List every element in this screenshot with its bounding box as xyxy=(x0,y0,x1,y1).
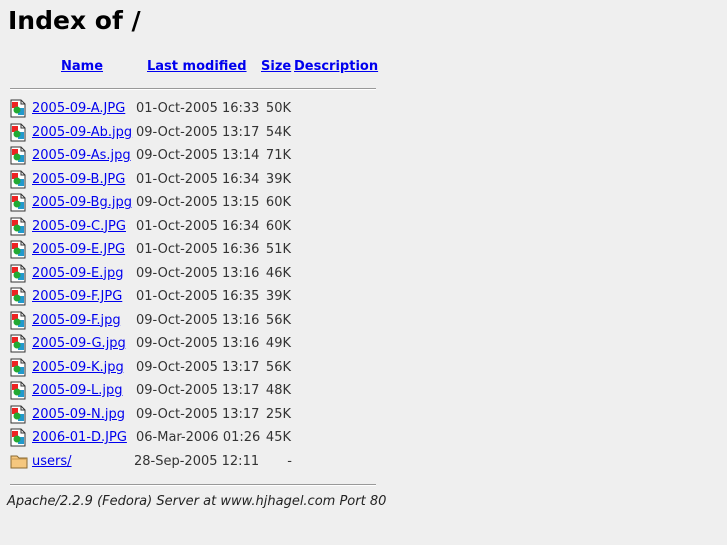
image-icon xyxy=(10,264,27,283)
image-icon xyxy=(10,217,27,236)
file-link[interactable]: 2005-09-F.JPG xyxy=(32,289,123,304)
file-link[interactable]: 2005-09-C.JPG xyxy=(32,218,126,234)
file-link[interactable]: users/ xyxy=(32,453,72,469)
file-link[interactable]: 2005-09-E.JPG xyxy=(32,242,126,257)
file-link[interactable]: 2005-09-F.jpg xyxy=(32,312,121,328)
file-link[interactable]: 2006-01-D.JPG xyxy=(32,430,127,445)
image-icon xyxy=(10,123,27,142)
file-size: 50K xyxy=(265,101,291,116)
last-modified: 09-Oct-2005 13:16 xyxy=(136,312,260,328)
last-modified: 01-Oct-2005 16:33 xyxy=(136,101,260,116)
file-link[interactable]: 2005-09-E.jpg xyxy=(32,265,124,281)
last-modified: 09-Oct-2005 13:15 xyxy=(136,195,260,210)
file-size: 60K xyxy=(265,195,291,210)
last-modified: 09-Oct-2005 13:17 xyxy=(136,124,260,140)
last-modified: 09-Oct-2005 13:16 xyxy=(136,265,260,281)
file-size: 48K xyxy=(265,383,291,398)
file-link[interactable]: 2005-09-K.jpg xyxy=(32,359,124,375)
sort-by-size-link[interactable]: Size xyxy=(261,59,292,74)
file-size: 49K xyxy=(265,336,291,351)
table-row: 2005-09-F.JPG 01-Oct-2005 16:35 39K xyxy=(0,287,380,309)
table-row: 2005-09-N.jpg 09-Oct-2005 13:17 25K xyxy=(0,405,380,427)
last-modified: 01-Oct-2005 16:35 xyxy=(136,289,260,304)
last-modified: 09-Oct-2005 13:17 xyxy=(136,406,260,422)
server-signature: Apache/2.2.9 (Fedora) Server at www.hjha… xyxy=(7,494,387,509)
folder-icon xyxy=(10,452,28,471)
sort-by-last-modified-link[interactable]: Last modified xyxy=(147,59,247,74)
table-row: 2005-09-G.jpg 09-Oct-2005 13:16 49K xyxy=(0,334,380,356)
file-link[interactable]: 2005-09-G.jpg xyxy=(32,336,126,351)
file-link[interactable]: 2005-09-B.JPG xyxy=(32,171,126,187)
file-link[interactable]: 2005-09-Bg.jpg xyxy=(32,195,132,210)
table-row: 2005-09-Bg.jpg 09-Oct-2005 13:15 60K xyxy=(0,193,380,215)
sort-by-name-link[interactable]: Name xyxy=(61,59,104,74)
last-modified: 09-Oct-2005 13:17 xyxy=(136,383,260,398)
last-modified: 09-Oct-2005 13:14 xyxy=(136,148,260,163)
file-size: 60K xyxy=(265,218,291,234)
file-size: 25K xyxy=(265,406,291,422)
file-size: 45K xyxy=(265,430,291,445)
file-link[interactable]: 2005-09-A.JPG xyxy=(32,101,126,116)
table-row: 2005-09-B.JPG 01-Oct-2005 16:34 39K xyxy=(0,170,380,192)
table-row: users/28-Sep-2005 12:11 - xyxy=(0,454,380,474)
image-icon xyxy=(10,428,27,447)
image-icon xyxy=(10,99,27,118)
file-size: 39K xyxy=(265,289,291,304)
image-icon xyxy=(10,311,27,330)
image-icon xyxy=(10,170,27,189)
table-row: 2005-09-L.jpg 09-Oct-2005 13:17 48K xyxy=(0,381,380,403)
image-icon xyxy=(10,287,27,306)
file-size: 54K xyxy=(265,124,291,140)
image-icon xyxy=(10,193,27,212)
file-size: - xyxy=(287,453,292,469)
file-link[interactable]: 2005-09-As.jpg xyxy=(32,148,131,163)
table-row: 2005-09-A.JPG 01-Oct-2005 16:33 50K xyxy=(0,99,380,121)
table-row: 2005-09-As.jpg 09-Oct-2005 13:14 71K xyxy=(0,146,380,168)
last-modified: 01-Oct-2005 16:34 xyxy=(136,171,260,187)
page-title: Index of / xyxy=(8,6,141,35)
file-link[interactable]: 2005-09-N.jpg xyxy=(32,406,125,422)
table-row: 2005-09-C.JPG 01-Oct-2005 16:34 60K xyxy=(0,217,380,239)
file-size: 39K xyxy=(265,171,291,187)
last-modified: 01-Oct-2005 16:34 xyxy=(136,218,260,234)
image-icon xyxy=(10,146,27,165)
image-icon xyxy=(10,334,27,353)
file-link[interactable]: 2005-09-L.jpg xyxy=(32,383,123,398)
last-modified: 09-Oct-2005 13:16 xyxy=(136,336,260,351)
divider xyxy=(10,88,376,90)
file-link[interactable]: 2005-09-Ab.jpg xyxy=(32,124,133,140)
file-size: 56K xyxy=(265,359,291,375)
table-row: 2005-09-K.jpg 09-Oct-2005 13:17 56K xyxy=(0,358,380,380)
image-icon xyxy=(10,240,27,259)
file-size: 51K xyxy=(265,242,291,257)
file-size: 56K xyxy=(265,312,291,328)
last-modified: 28-Sep-2005 12:11 xyxy=(134,453,260,469)
divider xyxy=(10,484,376,486)
table-row: 2005-09-F.jpg 09-Oct-2005 13:16 56K xyxy=(0,311,380,333)
file-size: 71K xyxy=(265,148,291,163)
image-icon xyxy=(10,405,27,424)
last-modified: 01-Oct-2005 16:36 xyxy=(136,242,260,257)
sort-by-description-link[interactable]: Description xyxy=(294,59,379,74)
image-icon xyxy=(10,381,27,400)
table-row: 2005-09-E.JPG 01-Oct-2005 16:36 51K xyxy=(0,240,380,262)
table-row: 2005-09-Ab.jpg 09-Oct-2005 13:17 54K xyxy=(0,123,380,145)
last-modified: 06-Mar-2006 01:26 xyxy=(136,430,261,445)
file-size: 46K xyxy=(265,265,291,281)
table-row: 2005-09-E.jpg 09-Oct-2005 13:16 46K xyxy=(0,264,380,286)
image-icon xyxy=(10,358,27,377)
last-modified: 09-Oct-2005 13:17 xyxy=(136,359,260,375)
table-row: 2006-01-D.JPG 06-Mar-2006 01:26 45K xyxy=(0,428,380,450)
